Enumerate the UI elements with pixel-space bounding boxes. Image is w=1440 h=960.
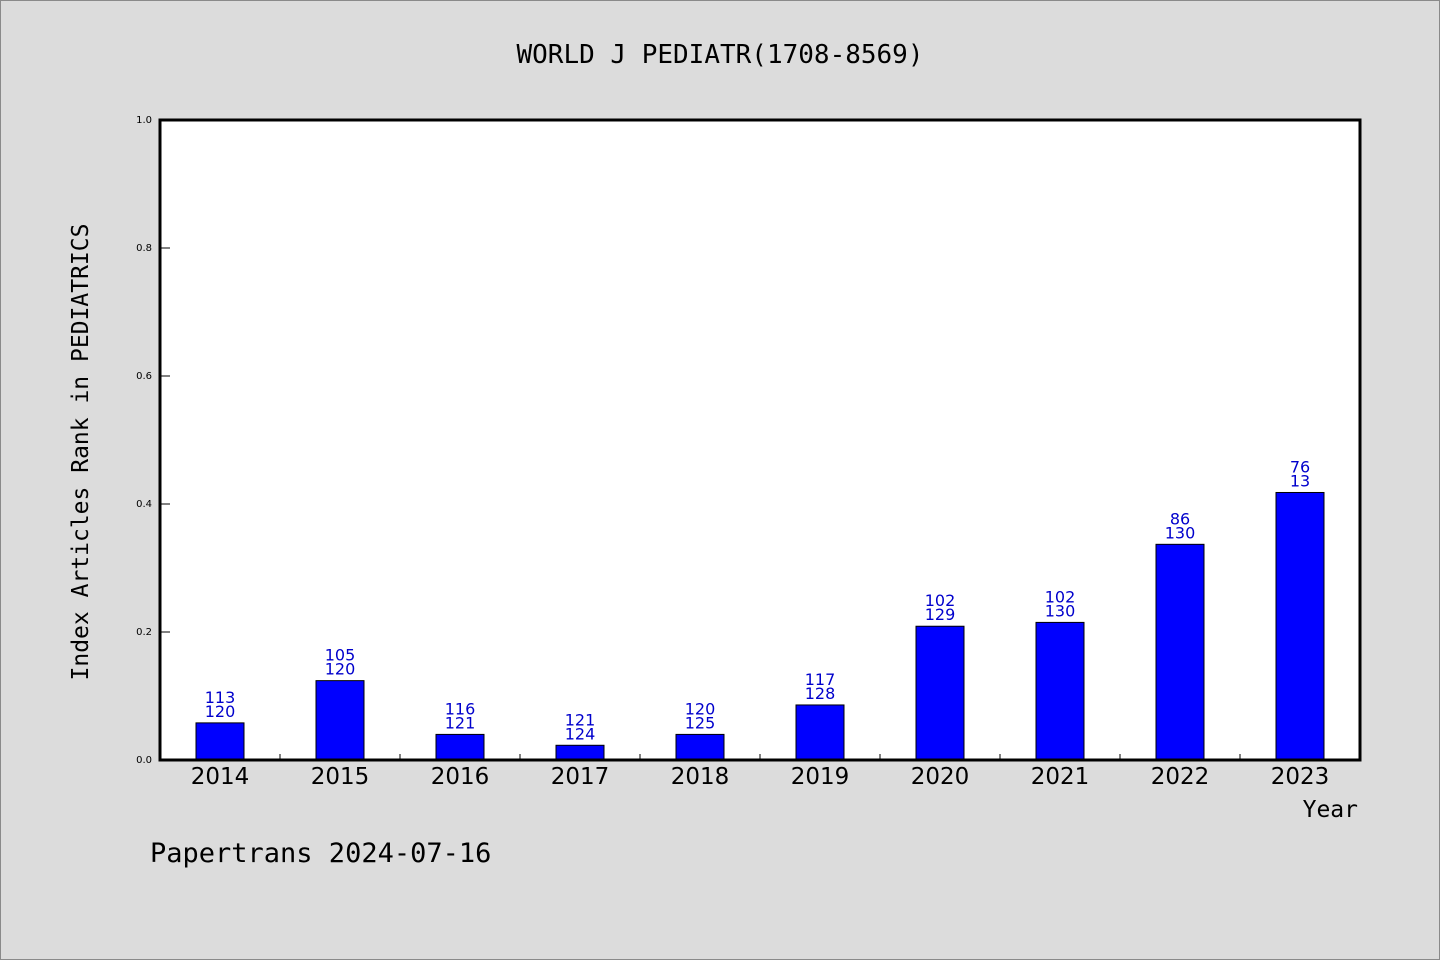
data-label-top: 102 — [1045, 587, 1076, 606]
bar-2016 — [435, 733, 485, 761]
data-label-top: 102 — [925, 591, 956, 610]
x-tick-label: 2016 — [431, 764, 490, 790]
bar-2023 — [1275, 491, 1325, 761]
y-tick-label: 1.0 — [136, 115, 152, 126]
data-label-bottom: 125 — [685, 713, 716, 732]
x-tick-label: 2018 — [671, 764, 730, 790]
data-label-bottom: 130 — [1045, 601, 1076, 620]
data-label-top: 76 — [1290, 457, 1310, 476]
y-tick-label: 0.4 — [136, 499, 152, 510]
data-label-bottom: 130 — [1165, 523, 1196, 542]
data-label-top: 117 — [805, 670, 836, 689]
data-label-top: 113 — [205, 688, 236, 707]
data-label-bottom: 120 — [205, 702, 236, 721]
bar-2022 — [1155, 543, 1205, 761]
bar-2015 — [315, 680, 365, 761]
x-axis-label: Year — [1303, 797, 1358, 823]
data-label-top: 105 — [325, 646, 356, 665]
bars — [195, 491, 1325, 761]
bar-2014 — [195, 722, 245, 761]
axis-ticks: 0.0 0.2 0.4 0.6 0.8 1.0 2014 2015 2016 2017 2018 20… — [136, 115, 1329, 790]
y-axis-label: Index Articles Rank in PEDIATRICS — [68, 224, 94, 681]
x-tick-label: 2019 — [791, 764, 850, 790]
y-tick-label: 0.8 — [136, 243, 152, 254]
x-tick-label: 2023 — [1271, 764, 1330, 790]
bar-2017 — [555, 744, 605, 761]
y-tick-label: 0.2 — [136, 627, 152, 638]
x-tick-label: 2020 — [911, 764, 970, 790]
data-label-top: 120 — [685, 699, 716, 718]
data-label-bottom: 120 — [325, 660, 356, 679]
y-tick-label: 0.0 — [136, 755, 152, 766]
data-label-bottom: 128 — [805, 684, 836, 703]
x-tick-label: 2014 — [191, 764, 250, 790]
data-label-top: 116 — [445, 699, 476, 718]
footer-credit: Papertrans 2024-07-16 — [150, 838, 491, 869]
bar-2019 — [795, 704, 845, 761]
plot-border — [158, 118, 1362, 762]
data-label-top: 121 — [565, 710, 596, 729]
y-tick-label: 0.6 — [136, 371, 152, 382]
x-tick-label: 2015 — [311, 764, 370, 790]
x-tick-label: 2021 — [1031, 764, 1090, 790]
x-tick-label: 2017 — [551, 764, 610, 790]
data-label-top: 86 — [1170, 509, 1190, 528]
bar-2020 — [915, 625, 965, 761]
chart-title: WORLD J PEDIATR(1708-8569) — [517, 40, 924, 70]
bar-2021 — [1035, 621, 1085, 761]
data-label-bottom: 124 — [565, 724, 596, 743]
data-label-bottom: 129 — [925, 605, 956, 624]
data-label-bottom: 13 — [1290, 471, 1310, 490]
x-tick-label: 2022 — [1151, 764, 1210, 790]
bar-2018 — [675, 733, 725, 761]
data-label-bottom: 121 — [445, 713, 476, 732]
